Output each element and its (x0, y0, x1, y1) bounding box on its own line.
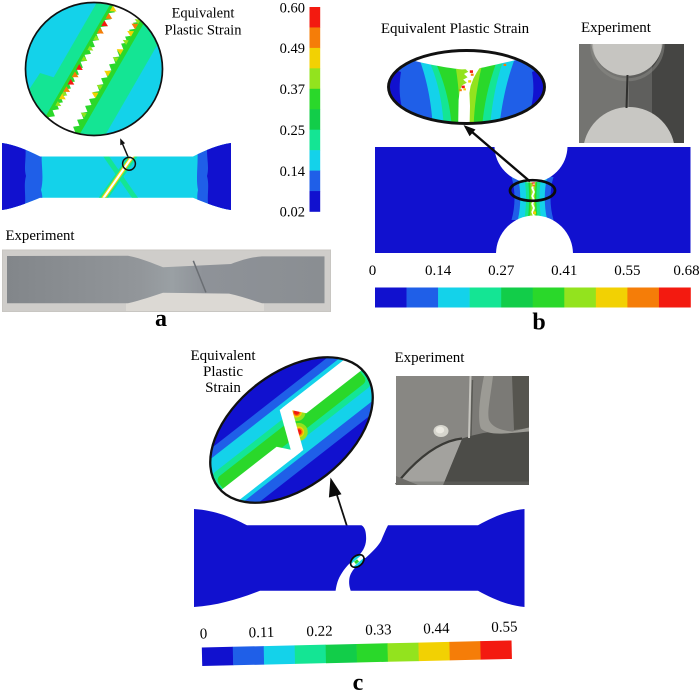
svg-text:0: 0 (369, 263, 377, 279)
svg-text:0.14: 0.14 (280, 164, 306, 180)
svg-text:Experiment: Experiment (395, 350, 466, 366)
svg-text:0.55: 0.55 (491, 619, 518, 636)
svg-text:0.44: 0.44 (423, 621, 450, 638)
svg-text:0.27: 0.27 (488, 263, 515, 279)
svg-text:0.33: 0.33 (365, 622, 392, 639)
svg-text:0.41: 0.41 (551, 263, 577, 279)
svg-text:Strain: Strain (205, 380, 241, 396)
svg-text:Experiment: Experiment (581, 20, 652, 36)
svg-text:0.25: 0.25 (280, 123, 305, 139)
svg-text:0.49: 0.49 (280, 41, 305, 57)
svg-text:0.02: 0.02 (280, 205, 305, 221)
svg-text:0: 0 (200, 626, 208, 642)
svg-text:0.37: 0.37 (280, 82, 305, 98)
svg-text:Equivalent Plastic Strain: Equivalent Plastic Strain (381, 21, 530, 37)
svg-text:0.60: 0.60 (280, 1, 305, 17)
svg-text:a: a (155, 306, 167, 332)
svg-text:0.68: 0.68 (673, 263, 699, 279)
svg-text:0.14: 0.14 (425, 263, 452, 279)
svg-text:Equivalent: Equivalent (191, 348, 257, 364)
svg-text:c: c (353, 670, 364, 695)
svg-text:Plastic: Plastic (203, 364, 243, 380)
svg-text:b: b (532, 310, 545, 336)
svg-text:Equivalent: Equivalent (172, 6, 235, 22)
svg-text:Plastic Strain: Plastic Strain (165, 23, 243, 39)
svg-text:0.55: 0.55 (614, 263, 640, 279)
svg-text:0.11: 0.11 (248, 625, 274, 642)
svg-text:Experiment: Experiment (6, 228, 76, 244)
svg-text:0.22: 0.22 (306, 624, 333, 641)
